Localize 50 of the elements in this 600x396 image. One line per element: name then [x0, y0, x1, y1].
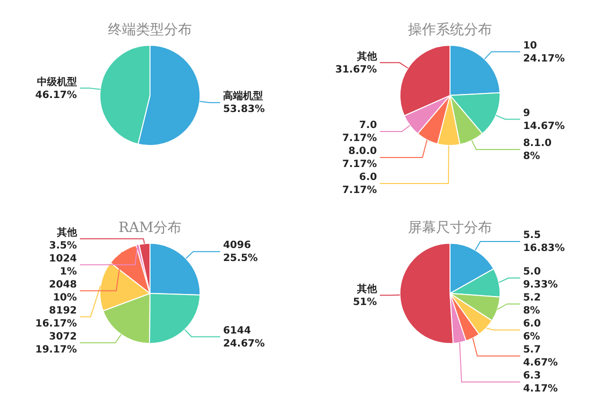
data-label: 16.17% — [35, 318, 77, 330]
chart-title: RAM分布 — [118, 220, 182, 236]
chart-title: 操作系统分布 — [408, 22, 492, 38]
slice-label: 5.7 — [523, 344, 541, 356]
data-label: 16.83% — [523, 243, 565, 254]
slice-label: 3072 — [49, 331, 77, 342]
slice-label: 9 — [523, 108, 530, 119]
slice-label: 5.5 — [523, 230, 541, 242]
data-label: 7.17% — [342, 159, 377, 170]
data-label: 10% — [52, 292, 77, 304]
chart-title: 终端类型分布 — [108, 22, 192, 38]
data-label: 19.17% — [35, 344, 77, 356]
slice-label: 1024 — [49, 253, 77, 264]
data-label: 46.17% — [35, 90, 77, 101]
slice-label: 6.3 — [523, 370, 541, 382]
data-label: 53.83% — [223, 104, 265, 116]
data-label: 1% — [60, 266, 77, 278]
slice-label: 其他 — [356, 282, 378, 295]
data-label: 7.17% — [342, 185, 377, 196]
data-label: 51% — [352, 296, 377, 308]
slice-label: 6.0 — [523, 318, 541, 330]
data-label: 24.67% — [223, 338, 265, 350]
data-label: 14.67% — [523, 120, 565, 132]
slice-label: 其他 — [56, 226, 78, 238]
data-label: 8% — [523, 306, 540, 317]
data-label: 7.17% — [342, 133, 377, 144]
data-label: 8% — [523, 151, 540, 162]
slice-label: 其他 — [356, 50, 378, 62]
slice-label: 5.2 — [523, 292, 541, 304]
chart-title: 屏幕尺寸分布 — [408, 220, 492, 236]
slice-label: 6.0 — [359, 172, 377, 184]
data-label: 4.67% — [523, 358, 558, 369]
slice-label: 4096 — [223, 240, 251, 252]
slice-label: 2048 — [49, 279, 77, 290]
data-label: 31.67% — [335, 64, 377, 76]
data-label: 9.33% — [523, 280, 558, 291]
slice-label: 5.0 — [523, 266, 541, 278]
slice-label: 8.1.0 — [523, 138, 552, 150]
data-label: 24.17% — [523, 53, 565, 64]
slice-label: 8.0.0 — [348, 146, 377, 158]
data-label: 4.17% — [523, 384, 558, 395]
data-label: 3.5% — [49, 240, 77, 252]
slice-label: 8192 — [49, 305, 77, 316]
slice-label: 10 — [523, 40, 538, 52]
slice-label: 7.0 — [359, 120, 377, 132]
slice-label: 中级机型 — [36, 76, 77, 88]
slice-label: 6144 — [223, 325, 251, 336]
slice-label: 高端机型 — [223, 90, 264, 102]
data-label: 6% — [523, 332, 540, 343]
data-label: 25.5% — [223, 253, 258, 264]
